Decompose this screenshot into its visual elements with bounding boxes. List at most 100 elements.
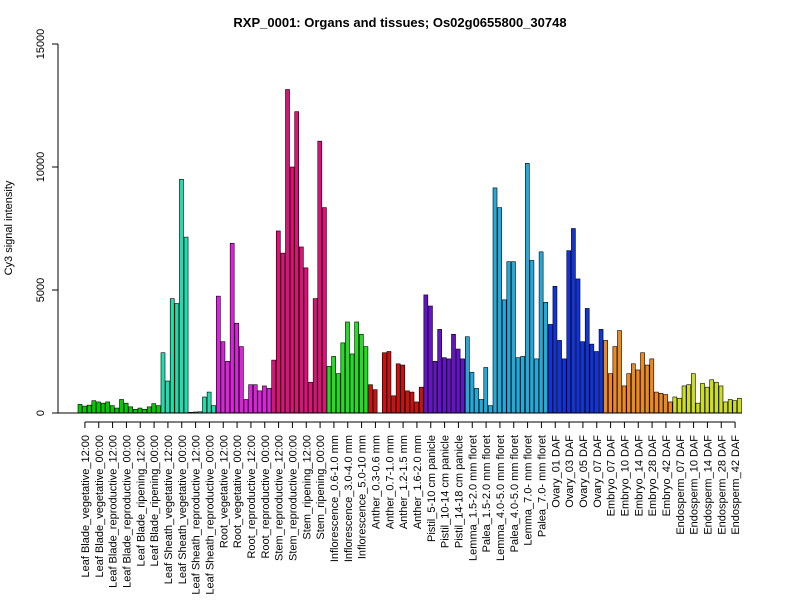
bar [727,399,733,414]
y-tick-label: 0 [35,410,47,416]
bar [566,250,572,414]
bar [446,358,452,414]
bar [308,381,313,414]
bar [409,391,415,414]
bar [598,329,604,414]
bar [216,295,221,414]
bar [179,179,184,414]
bar [414,401,419,414]
x-tick-label: Leaf Blade_ripening_00:00 [149,435,161,567]
bar [492,187,498,414]
bar [626,373,632,414]
bar [617,330,622,414]
bar [428,305,433,414]
x-tick-label: Endosperm_42 DAF [730,435,742,535]
bar [405,390,410,414]
bar [515,357,521,414]
bar [262,385,267,414]
bar [358,333,364,414]
bar [257,390,263,414]
x-tick-label: Anther_1.2-1.5 mm [398,435,410,529]
bar [737,397,742,414]
bar [437,329,442,414]
bar [331,356,336,414]
x-tick-label: Anther_0.3-0.6 mm [370,435,382,529]
bar [695,402,701,414]
bar [86,404,92,414]
bar [303,267,309,414]
bar [723,401,728,414]
bar [220,341,226,414]
bar [709,379,715,414]
bar [451,333,456,414]
bar [243,399,249,414]
bar [160,352,166,414]
bar [548,324,553,414]
bar [621,385,627,414]
bar [234,322,240,414]
bar [557,340,562,414]
x-tick-label: Embryo_10 DAF [619,435,631,517]
bar [354,321,359,414]
bar [275,230,281,414]
bar [460,358,466,414]
chart-title: RXP_0001: Organs and tissues; Os02g06558… [233,15,566,30]
x-tick-label: Anther_0.7-1.0 mm [384,435,396,529]
bar [266,388,272,414]
bar [239,346,244,414]
bar [82,405,87,414]
x-tick-label: Root_reproductive_12:00 [246,435,258,559]
bar [732,400,738,414]
bar [603,340,608,414]
x-tick-label: Stem_reproductive_00:00 [287,435,299,561]
bar [349,353,355,414]
bar [137,407,143,414]
x-tick-label: Palea_4.0-5.0 mm floret [509,435,521,552]
x-tick-label: Leaf Sheath_vegetative_00:00 [177,435,189,584]
bar [395,363,401,414]
bar [501,299,507,414]
x-tick-label: Palea_7.0- mm floret [536,435,548,537]
bar [151,403,157,414]
x-axis: Leaf Blade_vegetative_12:00 Leaf Blade_ve… [58,412,742,595]
bar [400,364,406,414]
bar [465,336,470,414]
bar [418,386,424,414]
bar [714,381,719,414]
x-tick-label: Leaf Sheath_reproductive_00:00 [204,435,216,595]
bar [96,401,101,414]
x-tick-label: Pistil_5-10 cm panicle [426,435,438,542]
bar [391,395,396,414]
bar [511,261,516,414]
x-tick-label: Endosperm_10 DAF [689,435,701,535]
y-axis-label: Cy3 signal intensity [3,180,15,275]
bar [607,373,613,414]
bar [345,321,350,414]
x-tick-label: Embryo_28 DAF [647,435,659,517]
bar [704,386,710,414]
bar [455,348,461,414]
bar [667,401,673,414]
y-tick-label: 15000 [35,29,47,60]
x-tick-label: Leaf Blade_vegetative_12:00 [80,435,92,578]
x-tick-label: Palea_1.5-2.0 mm floret [481,435,493,552]
bar [640,352,645,414]
bar [700,383,705,414]
bar [368,384,373,414]
x-tick-label: Leaf Blade_ripening_12:00 [135,435,147,567]
x-tick-label: Lemma_7.0- mm floret [523,435,535,546]
bar [114,407,120,414]
bar [105,401,110,414]
x-tick-label: Endosperm_07 DAF [675,435,687,535]
bar [317,140,323,414]
x-tick-label: Embryo_42 DAF [661,435,673,517]
bar [123,402,129,414]
bar [372,389,378,414]
bar [382,352,387,414]
bar [631,363,636,414]
bars-group [77,89,742,414]
bar [119,399,124,414]
bar [248,384,253,414]
bar [312,298,318,414]
